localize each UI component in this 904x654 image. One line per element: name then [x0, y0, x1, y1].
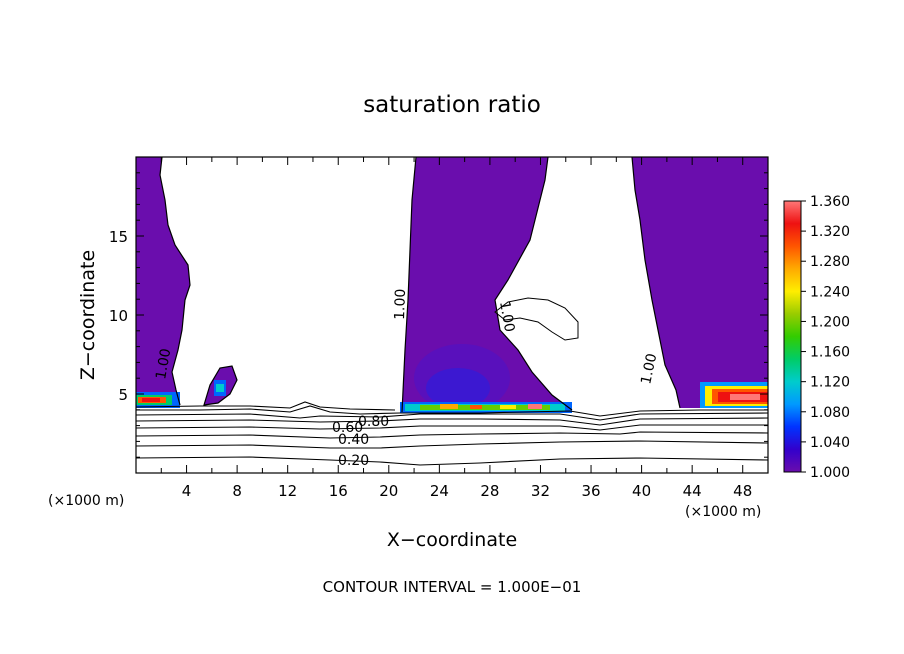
core-shade-inner	[426, 368, 490, 408]
contour-label: 1.00	[496, 300, 517, 333]
colorbar-tick-label: 1.040	[810, 435, 850, 451]
cloud-base-band-center	[400, 402, 572, 413]
x-tick-label: 32	[531, 482, 550, 500]
colorbar-tick-label: 1.000	[810, 465, 850, 481]
colorbar-tick-label: 1.280	[810, 254, 850, 270]
colorbar-tick-label: 1.240	[810, 284, 850, 300]
colorbar-tick-label: 1.160	[810, 345, 850, 361]
supersat-region-left	[136, 157, 190, 408]
cloud-base-band-left	[136, 392, 180, 408]
x-tick-label: 24	[430, 482, 449, 500]
colorbar-ticks: 1.360 1.320 1.280 1.240 1.200 1.160 1.120 1.080…	[801, 194, 850, 481]
x-tick-label: 16	[329, 482, 348, 500]
subsaturated-pocket	[494, 297, 579, 341]
contour-label: 1.00	[638, 352, 660, 386]
colorbar-tick-label: 1.080	[810, 405, 850, 421]
cloud-base-band-right	[700, 382, 768, 408]
contour-label: 0.60	[332, 420, 363, 436]
x-tick-label: 12	[278, 482, 297, 500]
colorbar	[783, 200, 802, 473]
x-axis-label: X−coordinate	[387, 529, 517, 551]
contour-label: 0.20	[338, 453, 369, 469]
y-axis-label: Z−coordinate	[77, 250, 99, 380]
subsaturated-contours	[136, 401, 768, 466]
y-axis-ticks: 5 10 15	[109, 172, 768, 458]
blob-core	[214, 380, 226, 396]
x-axis-ticks: 4 8 12 16 20 24 28 32 36 40 44 48	[160, 157, 769, 500]
x-tick-label: 8	[232, 482, 242, 500]
contour-label: 1.00	[153, 347, 174, 380]
chart-title: saturation ratio	[363, 92, 541, 118]
y-tick-label: 5	[118, 386, 128, 404]
x-tick-label: 44	[683, 482, 702, 500]
y-tick-label: 15	[109, 228, 128, 246]
saturation-boundary-contours	[159, 157, 681, 413]
x-tick-label: 20	[379, 482, 398, 500]
y-tick-label: 10	[109, 307, 128, 325]
z-unit-label: (×1000 m)	[48, 493, 124, 509]
x-tick-label: 40	[632, 482, 651, 500]
colorbar-tick-label: 1.320	[810, 224, 850, 240]
x-tick-label: 36	[581, 482, 600, 500]
plot-area: 1.00 1.00 1.00 1.00 0.80 0.60 0.40 0.20	[136, 157, 768, 469]
colorbar-tick-label: 1.200	[810, 314, 850, 330]
contour-label: 1.00	[392, 288, 409, 320]
x-tick-label: 28	[480, 482, 499, 500]
colorbar-tick-label: 1.120	[810, 375, 850, 391]
x-tick-label: 48	[733, 482, 752, 500]
contour-label: 0.40	[338, 432, 369, 448]
x-unit-label: (×1000 m)	[685, 504, 761, 520]
contour-labels: 1.00 1.00 1.00 1.00 0.80 0.60 0.40 0.20	[153, 288, 660, 469]
colorbar-tick-label: 1.360	[810, 194, 850, 210]
x-tick-label: 4	[182, 482, 192, 500]
contour-interval-note: CONTOUR INTERVAL = 1.000E−01	[323, 578, 582, 596]
supersat-region-right	[632, 157, 768, 408]
contour-label: 0.80	[358, 414, 389, 430]
